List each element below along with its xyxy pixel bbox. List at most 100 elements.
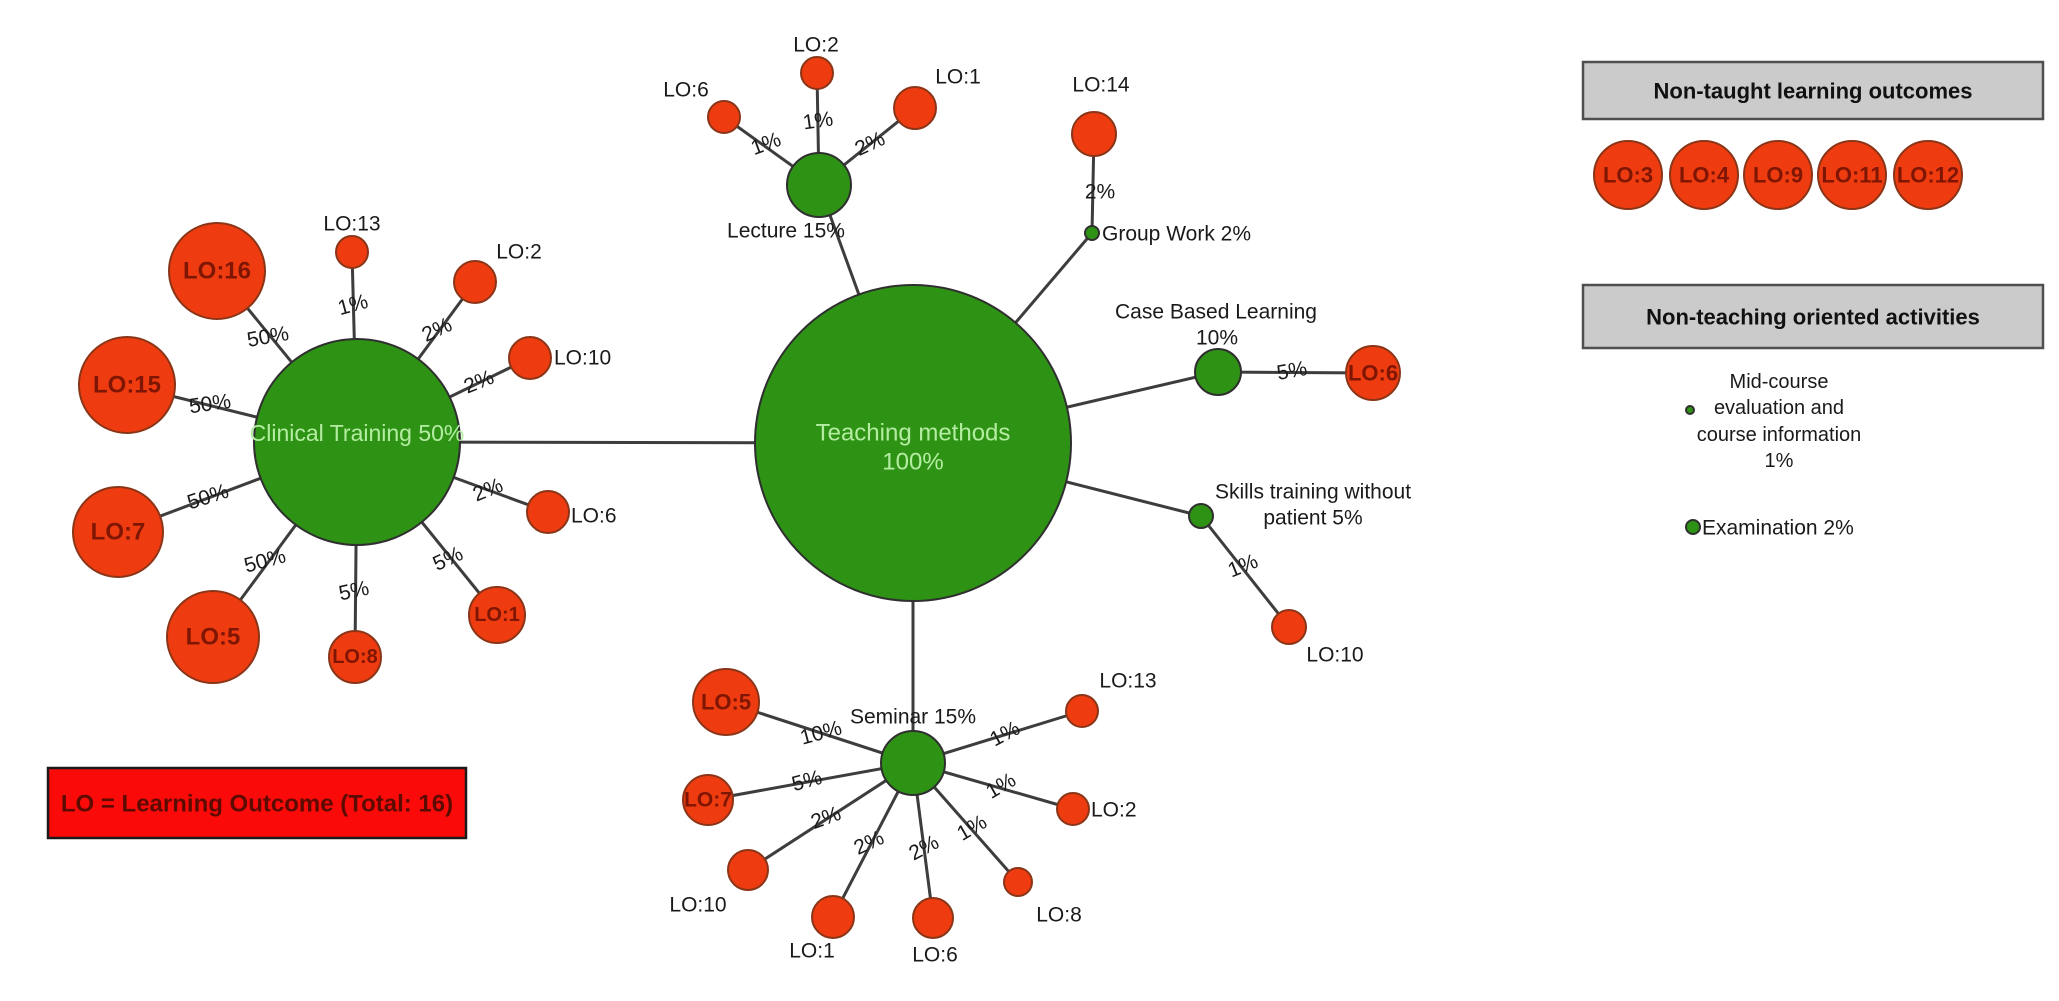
clinical-lo13-label: LO:13 <box>323 213 380 236</box>
node-clinical-lo2 <box>453 260 497 304</box>
skills-label-line2: patient 5% <box>1263 507 1362 530</box>
cbl-label-line1: Case Based Learning <box>1115 301 1317 324</box>
seminar-lo6-label: LO:6 <box>912 944 958 967</box>
node-clinical-lo13 <box>335 235 369 269</box>
node-legend-lo9 <box>1743 140 1813 210</box>
seminar-lo5-label: LO:5 <box>701 690 751 715</box>
midcourse-label-line1: Mid-course <box>1730 371 1829 393</box>
outcome-outer-labels: LO:13 LO:2 LO:10 LO:6 LO:6 LO:2 LO:1 LO:… <box>323 34 1363 967</box>
skills-label-line1: Skills training without <box>1215 481 1411 504</box>
node-legend-lo3 <box>1593 140 1663 210</box>
outcome-inner-labels: LO:16 LO:15 LO:7 LO:5 LO:8 LO:1 LO:6 LO:… <box>91 258 1398 812</box>
node-clinical-lo5 <box>166 590 260 684</box>
note: LO = Learning Outcome (Total: 16) <box>46 766 468 840</box>
legend-lo12-label: LO:12 <box>1897 163 1959 188</box>
edge-skills-lo10 <box>1199 515 1291 628</box>
node-case-based-learning <box>1194 348 1242 396</box>
seminar-lo8-label: LO:8 <box>1036 904 1082 927</box>
node-seminar-lo8 <box>1003 867 1033 897</box>
method-nodes <box>253 152 1242 796</box>
note-label: LO = Learning Outcome (Total: 16) <box>61 791 453 818</box>
group-work-label: Group Work 2% <box>1102 223 1251 246</box>
node-clinical-lo16 <box>168 222 266 320</box>
legend-lo4-label: LO:4 <box>1679 163 1730 188</box>
pct-clinical-lo13: 1% <box>335 290 370 320</box>
seminar-lo13-label: LO:13 <box>1099 670 1156 693</box>
lecture-lo6-label: LO:6 <box>663 79 709 102</box>
pct-clinical-lo10: 2% <box>461 366 498 399</box>
node-lecture <box>786 152 852 218</box>
pct-cbl-lo6: 5% <box>1275 357 1309 385</box>
node-lecture-lo2 <box>800 56 834 90</box>
seminar-lo1-label: LO:1 <box>789 940 835 963</box>
node-seminar-lo1 <box>811 895 855 939</box>
node-skills-training <box>1188 503 1214 529</box>
method-labels: Teaching methods 100% Clinical Training … <box>250 220 1412 729</box>
outcome-nodes <box>72 56 1401 939</box>
node-group-work <box>1084 225 1100 241</box>
node-clinical-lo1 <box>468 586 526 644</box>
legend-activities-title: Non-teaching oriented activities <box>1646 305 1980 330</box>
clinical-lo5-label: LO:5 <box>186 624 241 651</box>
node-legend-lo11 <box>1817 140 1887 210</box>
teaching-methods-label-line1: Teaching methods <box>816 420 1011 447</box>
clinical-training-label: Clinical Training 50% <box>250 420 465 446</box>
pct-clinical-lo15: 50% <box>188 390 233 419</box>
node-clinical-lo7 <box>72 486 164 578</box>
pct-seminar-lo7: 5% <box>789 766 824 796</box>
groupwork-lo14-label: LO:14 <box>1072 74 1130 97</box>
seminar-lo7-label: LO:7 <box>684 789 732 812</box>
examination-label: Examination 2% <box>1702 517 1854 540</box>
clinical-lo6-label: LO:6 <box>571 505 617 528</box>
pct-clinical-lo5: 50% <box>242 544 289 577</box>
teaching-methods-label-line2: 100% <box>882 449 943 476</box>
pct-seminar-lo5: 10% <box>798 716 845 749</box>
pct-seminar-lo2: 1% <box>982 768 1020 803</box>
clinical-lo15-label: LO:15 <box>93 372 161 399</box>
legend-lo11-label: LO:11 <box>1821 163 1882 188</box>
node-seminar-lo10 <box>727 849 769 891</box>
pct-clinical-lo7: 50% <box>184 480 231 515</box>
node-teaching-methods <box>754 284 1072 602</box>
midcourse-label-line4: 1% <box>1765 450 1794 472</box>
node-cbl-lo6 <box>1345 345 1401 401</box>
node-lecture-lo1 <box>893 86 937 130</box>
midcourse-label-line3: course information <box>1697 424 1862 446</box>
legend-activities: Non-teaching oriented activities Mid-cou… <box>1581 283 2045 540</box>
node-seminar <box>880 730 946 796</box>
clinical-lo2-label: LO:2 <box>496 241 542 264</box>
seminar-lo2-label: LO:2 <box>1091 799 1137 822</box>
pct-clinical-lo16: 50% <box>245 322 290 352</box>
node-legend-lo4 <box>1669 140 1739 210</box>
pct-groupwork-lo14: 2% <box>1085 181 1115 204</box>
node-groupwork-lo14 <box>1071 111 1117 157</box>
legend-activities-box <box>1581 283 2045 350</box>
pct-seminar-lo6: 2% <box>905 831 943 866</box>
note-box <box>46 766 468 840</box>
clinical-lo7-label: LO:7 <box>91 519 146 546</box>
pct-lecture-lo2: 1% <box>801 107 834 134</box>
node-seminar-lo6 <box>912 897 954 939</box>
node-lecture-lo6 <box>707 100 741 134</box>
legend-non-taught-title: Non-taught learning outcomes <box>1654 79 1973 104</box>
edge-seminar-lo7 <box>707 761 914 802</box>
clinical-lo16-label: LO:16 <box>183 258 251 285</box>
pct-clinical-lo6: 2% <box>470 474 507 507</box>
node-seminar-lo7 <box>682 774 734 826</box>
node-seminar-lo5 <box>692 668 760 736</box>
lecture-lo2-label: LO:2 <box>793 34 839 57</box>
node-legend-lo12 <box>1893 140 1963 210</box>
legend-non-taught: Non-taught learning outcomes LO:3 LO:4 L… <box>1581 60 2045 210</box>
node-clinical-lo8 <box>328 630 382 684</box>
pct-seminar-lo13: 1% <box>986 717 1024 752</box>
node-clinical-lo15 <box>78 336 176 434</box>
lecture-lo1-label: LO:1 <box>935 66 981 89</box>
midcourse-label-line2: evaluation and <box>1714 397 1844 419</box>
node-clinical-training <box>253 338 461 546</box>
seminar-lo10-label: LO:10 <box>669 894 726 917</box>
node-skills-lo10 <box>1271 609 1307 645</box>
node-seminar-lo13 <box>1065 694 1099 728</box>
node-midcourse-evaluation <box>1685 405 1695 415</box>
